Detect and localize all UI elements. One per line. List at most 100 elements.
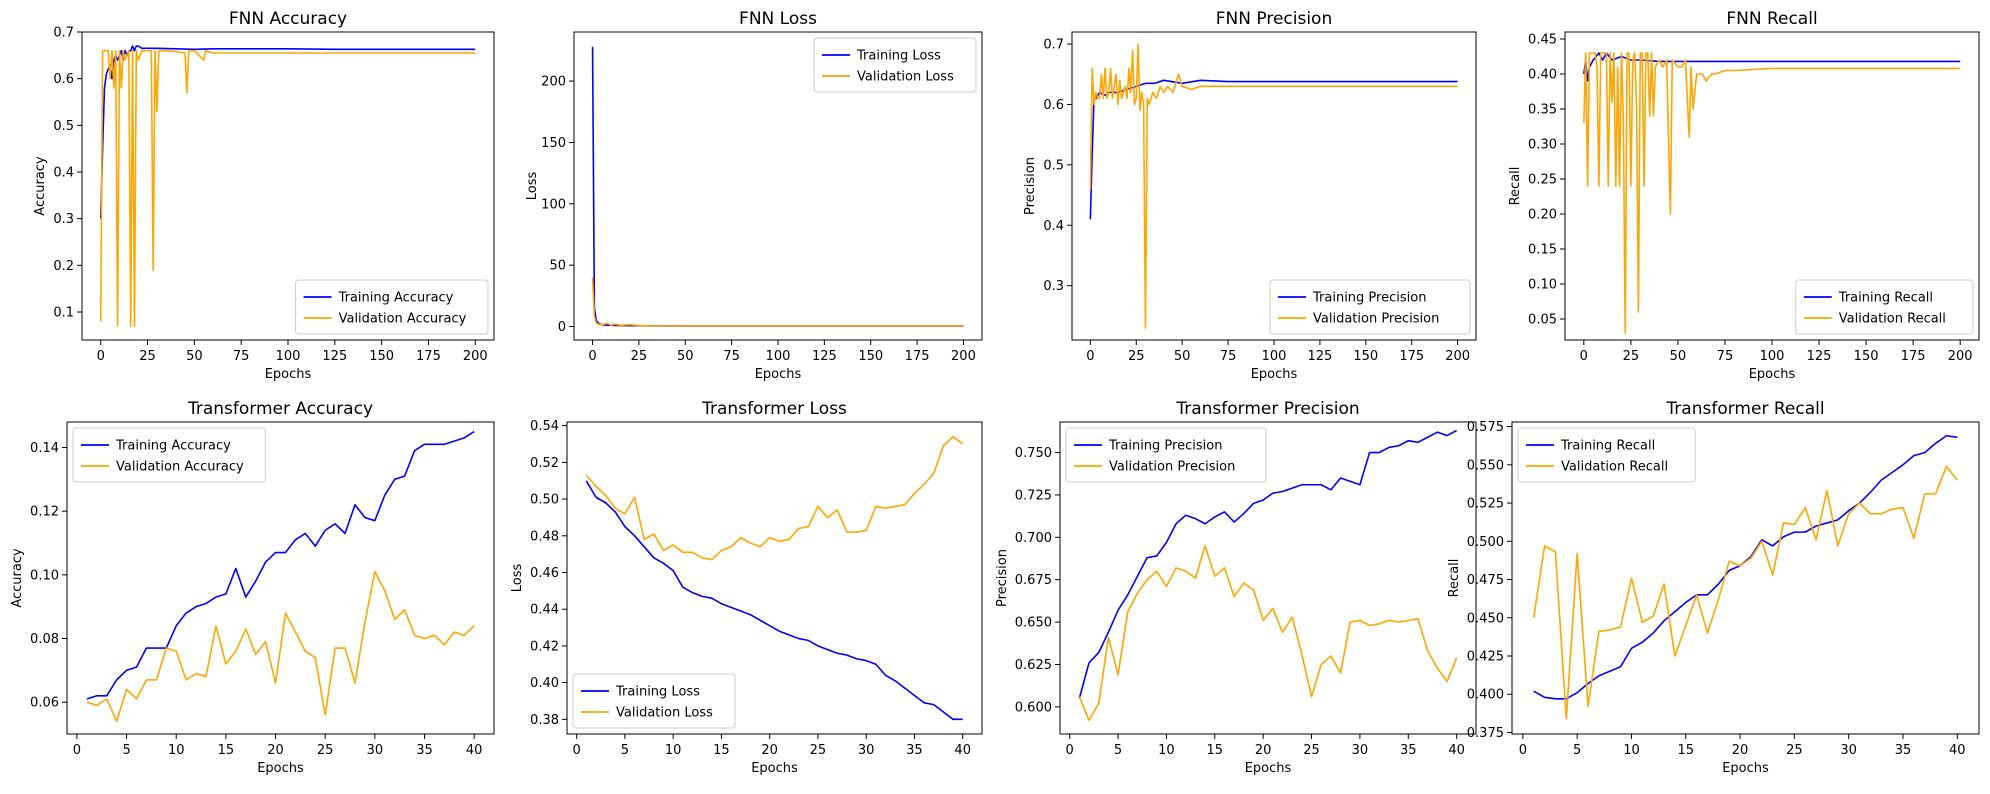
- y-tick-label: 0.25: [1528, 173, 1557, 188]
- legend-label: Training Precision: [1312, 291, 1426, 306]
- plot-frame: [573, 31, 983, 341]
- series-line-2: [99, 49, 476, 327]
- series-line-2: [1532, 465, 1958, 720]
- x-tick-label: 200: [463, 349, 488, 364]
- x-tick-label: 175: [1399, 349, 1424, 364]
- y-axis-label: Precision: [995, 549, 1010, 607]
- x-tick-label: 5: [1573, 743, 1581, 758]
- x-tick-label: 100: [766, 349, 791, 364]
- legend-label: Validation Loss: [616, 706, 713, 721]
- chart-title: Transformer Recall: [1665, 399, 1824, 419]
- chart-panel-7: Transformer Precision 0 5 10 15 20 25 30 35 40 0.6…: [995, 399, 1477, 776]
- y-tick-label: 50: [549, 259, 566, 274]
- y-tick-label: 0.750: [1015, 446, 1052, 461]
- y-tick-label: 0.700: [1015, 531, 1052, 546]
- y-tick-label: 0.450: [1467, 611, 1504, 626]
- x-axis-label: Epochs: [257, 761, 304, 776]
- x-tick-label: 35: [1400, 743, 1417, 758]
- plot-frame: [566, 421, 983, 735]
- y-tick-label: 0.4: [1043, 219, 1064, 234]
- series-line-2: [585, 435, 964, 561]
- x-tick-label: 0: [1580, 349, 1588, 364]
- chart-title: FNN Loss: [739, 9, 817, 29]
- x-tick-label: 75: [1220, 349, 1237, 364]
- x-axis-label: Epochs: [1251, 367, 1298, 382]
- x-axis-label: Epochs: [1245, 761, 1292, 776]
- chart-title: FNN Precision: [1216, 9, 1332, 29]
- legend: Training Precision Validation Precision: [1269, 279, 1471, 335]
- x-tick-label: 40: [1448, 743, 1465, 758]
- x-tick-label: 20: [761, 743, 778, 758]
- y-tick-label: 0.600: [1015, 700, 1052, 715]
- legend-label: Training Recall: [1838, 291, 1933, 306]
- x-tick-label: 125: [812, 349, 837, 364]
- x-tick-label: 50: [1670, 349, 1687, 364]
- series-line-2: [1078, 544, 1458, 722]
- x-tick-label: 150: [369, 349, 394, 364]
- chart-panel-3: FNN Precision 0 25 50 75 100 125 150 175 200 0.3 0.…: [1023, 9, 1477, 382]
- y-tick-label: 0.50: [530, 493, 559, 508]
- legend-box: [295, 279, 489, 335]
- y-tick-label: 0.48: [530, 529, 559, 544]
- y-axis-label: Precision: [1023, 157, 1038, 215]
- x-tick-label: 25: [1303, 743, 1320, 758]
- plot-frame: [81, 31, 495, 341]
- legend-label: Validation Accuracy: [339, 312, 467, 327]
- y-tick-label: 0.44: [530, 603, 559, 618]
- x-tick-label: 30: [1840, 743, 1857, 758]
- y-tick-label: 0.575: [1467, 420, 1504, 435]
- legend-label: Validation Recall: [1561, 460, 1668, 475]
- y-tick-label: 0.05: [1528, 313, 1557, 328]
- series-line-2: [591, 277, 964, 327]
- x-tick-label: 15: [218, 743, 235, 758]
- x-tick-label: 125: [1807, 349, 1832, 364]
- y-tick-label: 0.08: [30, 632, 59, 647]
- y-tick-label: 0.475: [1467, 573, 1504, 588]
- x-tick-label: 150: [858, 349, 883, 364]
- legend-box: [1065, 427, 1267, 483]
- legend-label: Training Accuracy: [115, 439, 231, 454]
- x-tick-label: 50: [1174, 349, 1191, 364]
- chart-panel-5: Transformer Accuracy 0 5 10 15 20 25 30 35 40 0.06…: [10, 399, 495, 776]
- y-axis-label: Loss: [510, 564, 525, 593]
- x-tick-label: 150: [1854, 349, 1879, 364]
- y-tick-label: 0.5: [53, 119, 74, 134]
- y-tick-label: 0.06: [30, 696, 59, 711]
- y-tick-label: 0.30: [1528, 138, 1557, 153]
- x-tick-label: 5: [1114, 743, 1122, 758]
- x-tick-label: 35: [1895, 743, 1912, 758]
- series-line-2: [86, 570, 475, 723]
- x-tick-label: 30: [367, 743, 384, 758]
- x-tick-label: 200: [951, 349, 976, 364]
- x-tick-label: 5: [122, 743, 130, 758]
- legend: Training Accuracy Validation Accuracy: [295, 279, 489, 335]
- legend-box: [813, 37, 977, 93]
- x-tick-label: 30: [1352, 743, 1369, 758]
- x-tick-label: 10: [1623, 743, 1640, 758]
- y-tick-label: 0.650: [1015, 616, 1052, 631]
- legend-box: [1795, 279, 1974, 335]
- x-tick-label: 0: [1086, 349, 1094, 364]
- y-tick-label: 0.3: [1043, 279, 1064, 294]
- x-tick-label: 20: [1255, 743, 1272, 758]
- x-tick-label: 0: [1519, 743, 1527, 758]
- y-tick-label: 0.625: [1015, 658, 1052, 673]
- chart-panel-4: FNN Recall 0 25 50 75 100 125 150 175 200 0.05 0.10…: [1508, 9, 1980, 382]
- y-tick-label: 0.1: [53, 306, 74, 321]
- x-tick-label: 150: [1353, 349, 1378, 364]
- x-tick-label: 175: [905, 349, 930, 364]
- y-tick-label: 0.52: [530, 456, 559, 471]
- x-tick-label: 125: [322, 349, 347, 364]
- x-tick-label: 0: [588, 349, 596, 364]
- y-tick-label: 0.10: [30, 568, 59, 583]
- x-tick-label: 25: [631, 349, 648, 364]
- chart-panel-2: FNN Loss 0 25 50 75 100 125 150 175 200 0 50 100 150 2…: [525, 9, 983, 382]
- y-tick-label: 0.46: [530, 566, 559, 581]
- x-tick-label: 25: [1128, 349, 1145, 364]
- x-tick-label: 30: [858, 743, 875, 758]
- legend: Training Recall Validation Recall: [1517, 427, 1696, 483]
- plot-frame: [1511, 421, 1980, 735]
- legend-box: [72, 427, 266, 483]
- chart-title: Transformer Accuracy: [187, 399, 373, 419]
